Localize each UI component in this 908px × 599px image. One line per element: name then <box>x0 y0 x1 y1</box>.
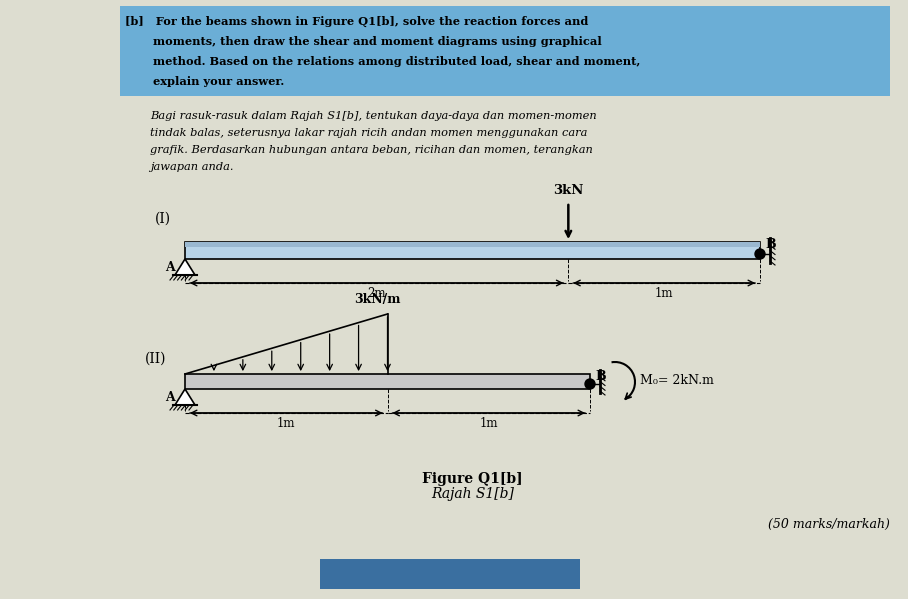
Text: (II): (II) <box>145 352 166 366</box>
Text: grafik. Berdasarkan hubungan antara beban, ricihan dan momen, terangkan: grafik. Berdasarkan hubungan antara beba… <box>150 145 593 155</box>
Circle shape <box>755 249 765 259</box>
Text: B: B <box>765 238 775 252</box>
Text: B: B <box>595 370 606 383</box>
Circle shape <box>585 379 595 389</box>
Text: M₀= 2kN.m: M₀= 2kN.m <box>640 374 714 386</box>
Text: jawapan anda.: jawapan anda. <box>150 162 233 172</box>
Text: 1m: 1m <box>479 417 498 430</box>
Text: 1m: 1m <box>277 417 295 430</box>
Bar <box>320 559 580 589</box>
FancyBboxPatch shape <box>185 242 760 259</box>
Polygon shape <box>175 259 195 275</box>
Polygon shape <box>175 389 195 405</box>
Text: A: A <box>165 261 174 274</box>
Text: moments, then draw the shear and moment diagrams using graphical: moments, then draw the shear and moment … <box>125 36 602 47</box>
Text: Figure Q1[b]: Figure Q1[b] <box>422 472 523 486</box>
Text: Rajah S1[b]: Rajah S1[b] <box>431 487 514 501</box>
Text: (I): (I) <box>155 212 171 226</box>
Text: (50 marks/markah): (50 marks/markah) <box>768 518 890 531</box>
Text: Bagi rasuk-rasuk dalam Rajah S1[b], tentukan daya-daya dan momen-momen: Bagi rasuk-rasuk dalam Rajah S1[b], tent… <box>150 111 597 121</box>
Text: 3kN/m: 3kN/m <box>354 293 400 306</box>
Text: 1m: 1m <box>655 287 674 300</box>
FancyBboxPatch shape <box>185 242 760 247</box>
Text: method. Based on the relations among distributed load, shear and moment,: method. Based on the relations among dis… <box>125 56 640 67</box>
Text: 2m: 2m <box>368 287 386 300</box>
FancyBboxPatch shape <box>185 374 590 389</box>
Text: [b]   For the beams shown in Figure Q1[b], solve the reaction forces and: [b] For the beams shown in Figure Q1[b],… <box>125 16 588 27</box>
Text: 3kN: 3kN <box>553 184 584 197</box>
Text: explain your answer.: explain your answer. <box>125 76 284 87</box>
Bar <box>120 6 890 96</box>
Text: A: A <box>165 391 174 404</box>
Text: tindak balas, seterusnya lakar rajah ricih andan momen menggunakan cara: tindak balas, seterusnya lakar rajah ric… <box>150 128 587 138</box>
